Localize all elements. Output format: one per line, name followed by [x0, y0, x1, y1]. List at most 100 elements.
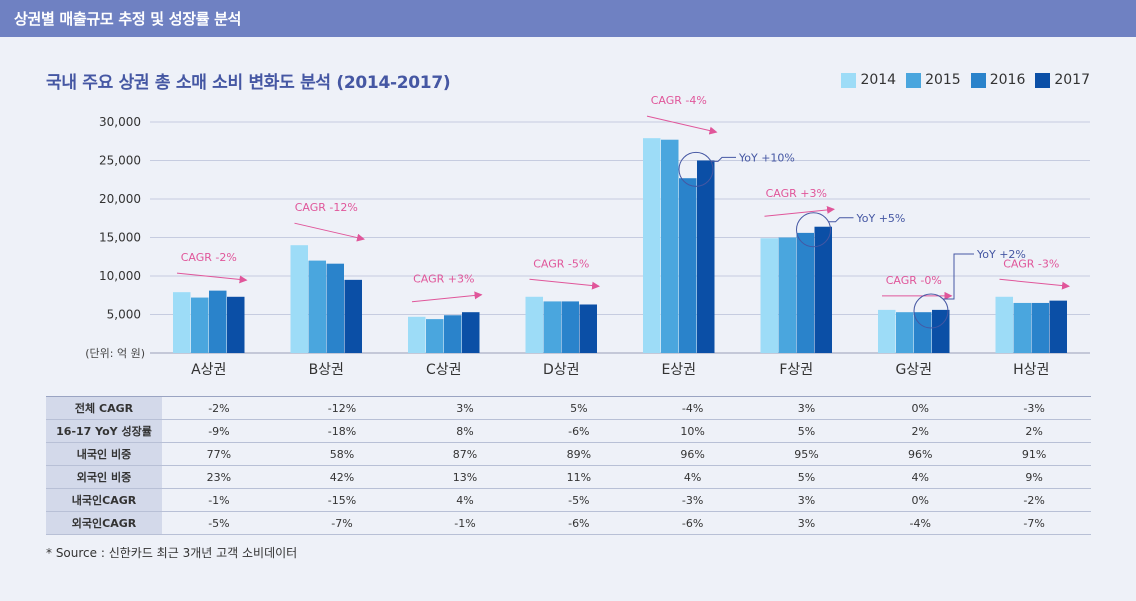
bar-2015 — [426, 319, 444, 353]
source-note: * Source : 신한카드 최근 3개년 고객 소비데이터 — [46, 546, 298, 560]
yoy-circle — [678, 151, 714, 187]
legend-label: 2015 — [925, 72, 961, 88]
category-label: E상권 — [661, 362, 696, 378]
chart-title: 국내 주요 상권 총 소매 소비 변화도 분석 (2014-2017) — [46, 73, 451, 93]
category-label: F상권 — [779, 362, 813, 378]
table-cell: -9% — [162, 419, 276, 443]
yoy-label: YoY +2% — [976, 248, 1026, 261]
y-tick-label: 10,000 — [99, 269, 141, 283]
row-label: 외국인 비중 — [46, 465, 162, 489]
y-tick-label: 15,000 — [99, 231, 141, 245]
table-cell: -3% — [977, 396, 1091, 420]
table-cell: -15% — [275, 488, 409, 512]
y-tick-label: 5,000 — [107, 308, 141, 322]
bar-2016 — [914, 312, 932, 353]
bar-2017 — [344, 279, 362, 353]
cagr-label: CAGR -0% — [886, 274, 942, 287]
table-cell: 96% — [635, 442, 750, 466]
bar-2015 — [896, 312, 914, 353]
legend-swatch — [841, 72, 857, 88]
table-cell: -6% — [521, 419, 636, 443]
category-label: C상권 — [426, 362, 462, 378]
table-cell: 4% — [635, 465, 750, 489]
cagr-label: CAGR -5% — [533, 257, 589, 270]
table-cell: -7% — [977, 511, 1091, 535]
table-cell: 5% — [521, 396, 636, 420]
category-label: H상권 — [1013, 362, 1049, 378]
legend-swatch — [906, 72, 922, 88]
cagr-label: CAGR -12% — [295, 201, 358, 214]
bar-2017 — [697, 160, 715, 353]
table-cell: 91% — [977, 442, 1091, 466]
bar-chart: 30,000 25,000 20,000 15,000 10,000 5,000 (단위: … — [85, 94, 1090, 378]
header-title: 상권별 매출규모 추정 및 성장률 분석 — [14, 10, 242, 28]
chart-legend: 2014 2015 2016 2017 — [841, 72, 1090, 88]
y-tick-label: 20,000 — [99, 192, 141, 206]
legend-swatch — [1035, 72, 1051, 88]
bar-2015 — [308, 260, 326, 353]
table-cell: 95% — [749, 442, 864, 466]
table-cell: -6% — [521, 511, 636, 535]
bar-2016 — [444, 315, 462, 353]
bar-2014 — [525, 296, 543, 353]
bar-2017 — [462, 312, 480, 353]
table-cell: 2% — [863, 419, 978, 443]
table-row: 16-17 YoY 성장률 -9% -18% 8% -6% 10% 5% 2% 2% — [46, 419, 1091, 443]
table-cell: 3% — [749, 488, 864, 512]
table-cell: 77% — [162, 442, 276, 466]
table-cell: 5% — [749, 419, 864, 443]
cagr-label: CAGR +3% — [413, 273, 474, 286]
legend-label: 2017 — [1054, 72, 1090, 88]
table-cell: 0% — [863, 488, 978, 512]
bar-2015 — [543, 301, 561, 353]
category-label: A상권 — [191, 362, 226, 378]
cagr-arrow — [529, 278, 600, 290]
bar-2016 — [1031, 302, 1049, 353]
table-cell: -5% — [162, 511, 276, 535]
category-label: D상권 — [543, 362, 580, 378]
bar-2016 — [679, 178, 697, 353]
table-cell: -7% — [275, 511, 409, 535]
yoy-label: YoY +10% — [738, 151, 795, 164]
table-cell: 4% — [863, 465, 978, 489]
table-cell: 3% — [749, 511, 864, 535]
header-bar: 상권별 매출규모 추정 및 성장률 분석 — [0, 0, 1136, 37]
table-cell: -2% — [162, 396, 276, 420]
yoy-leader — [711, 156, 736, 162]
row-label: 외국인CAGR — [46, 511, 162, 535]
table-cell: 42% — [275, 465, 409, 489]
table-cell: -1% — [162, 488, 276, 512]
table-cell: 23% — [162, 465, 276, 489]
row-label: 전체 CAGR — [46, 396, 162, 420]
table-row: 내국인 비중 77% 58% 87% 89% 96% 95% 96% 91% — [46, 442, 1091, 466]
table-cell: 3% — [408, 396, 522, 420]
row-label: 16-17 YoY 성장률 — [46, 419, 162, 443]
cagr-arrow — [764, 205, 835, 217]
table-cell: 58% — [275, 442, 409, 466]
table-cell: 8% — [408, 419, 522, 443]
bar-2017 — [579, 304, 597, 353]
table-row: 내국인CAGR -1% -15% 4% -5% -3% 3% 0% -2% — [46, 488, 1091, 512]
legend-item-2015: 2015 — [906, 72, 961, 88]
cagr-arrow — [176, 272, 248, 284]
bar-2015 — [778, 237, 796, 353]
y-unit-label: (단위: 억 원) — [85, 347, 145, 360]
table-row: 전체 CAGR -2% -12% 3% 5% -4% 3% 0% -3% — [46, 396, 1091, 420]
table-cell: 10% — [635, 419, 750, 443]
table-cell: 4% — [408, 488, 522, 512]
y-tick-label: 25,000 — [99, 154, 141, 168]
category-label: B상권 — [309, 362, 344, 378]
bar-2014 — [760, 238, 778, 353]
yoy-leader — [943, 253, 974, 300]
cagr-label: CAGR -3% — [1003, 257, 1059, 270]
legend-item-2017: 2017 — [1035, 72, 1090, 88]
bar-2016 — [796, 232, 814, 353]
cagr-arrow — [646, 115, 718, 135]
yoy-label: YoY +5% — [856, 212, 906, 225]
bar-2016 — [561, 301, 579, 353]
table-row: 외국인CAGR -5% -7% -1% -6% -6% 3% -4% -7% — [46, 511, 1091, 535]
bar-2014 — [408, 316, 426, 353]
legend-label: 2014 — [860, 72, 897, 88]
row-label: 내국인CAGR — [46, 488, 162, 512]
cagr-label: CAGR +3% — [766, 187, 827, 200]
